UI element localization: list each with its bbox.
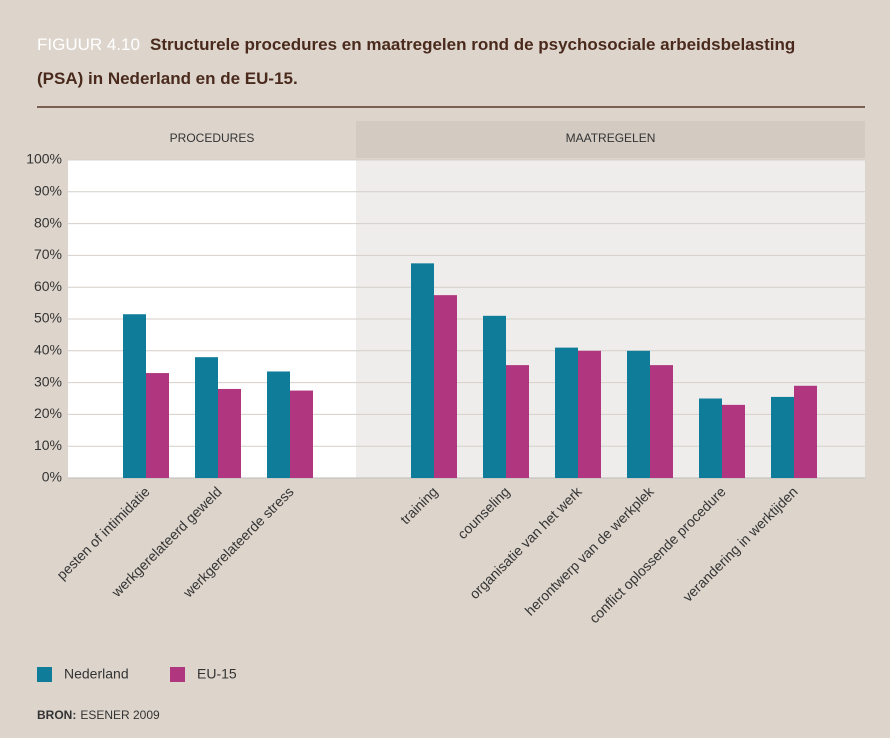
bar bbox=[699, 398, 722, 478]
bar bbox=[650, 365, 673, 478]
y-tick-label: 40% bbox=[34, 342, 62, 358]
bar bbox=[483, 315, 506, 478]
bar bbox=[267, 371, 290, 478]
y-tick-label: 0% bbox=[42, 469, 62, 485]
chart-title: Structurele procedures en maatregelen ro… bbox=[37, 35, 796, 88]
chart-title-block: FIGUUR 4.10 Structurele procedures en maa… bbox=[37, 28, 807, 96]
y-tick-label: 10% bbox=[34, 437, 62, 453]
section-header: PROCEDURES bbox=[170, 131, 255, 145]
bar bbox=[627, 350, 650, 478]
x-tick-label: training bbox=[397, 483, 441, 527]
x-tick-label: counseling bbox=[454, 483, 513, 542]
bar bbox=[555, 347, 578, 478]
y-tick-label: 60% bbox=[34, 278, 62, 294]
bar bbox=[434, 295, 457, 478]
section-header: MAATREGELEN bbox=[566, 131, 656, 145]
legend-label: EU-15 bbox=[197, 666, 237, 682]
section-header-bg bbox=[68, 121, 356, 158]
bar bbox=[722, 404, 745, 478]
source-label: BRON: bbox=[37, 708, 76, 722]
x-tick-label: conflict oplossende procedure bbox=[586, 483, 729, 626]
source: ESENER 2009 bbox=[80, 708, 160, 722]
legend-label: Nederland bbox=[64, 666, 129, 682]
bar bbox=[218, 388, 241, 478]
y-tick-label: 20% bbox=[34, 405, 62, 421]
y-tick-label: 100% bbox=[26, 151, 62, 167]
bar bbox=[506, 365, 529, 478]
x-tick-label: verandering in werktijden bbox=[679, 483, 800, 604]
x-tick-label: herontwerp van de werkplek bbox=[522, 483, 658, 619]
legend-swatch bbox=[170, 667, 185, 682]
bar bbox=[411, 263, 434, 478]
bar bbox=[290, 390, 313, 478]
bar bbox=[771, 396, 794, 478]
y-tick-label: 70% bbox=[34, 246, 62, 262]
bar bbox=[146, 373, 169, 478]
y-tick-label: 80% bbox=[34, 214, 62, 230]
y-tick-label: 50% bbox=[34, 310, 62, 326]
bar bbox=[794, 385, 817, 478]
section-header-bg bbox=[356, 121, 865, 158]
y-tick-label: 90% bbox=[34, 183, 62, 199]
y-tick-label: 30% bbox=[34, 373, 62, 389]
figure-label: FIGUUR 4.10 bbox=[37, 35, 140, 54]
bar bbox=[123, 314, 146, 478]
legend-swatch bbox=[37, 667, 52, 682]
bar bbox=[578, 350, 601, 478]
bar bbox=[195, 357, 218, 478]
